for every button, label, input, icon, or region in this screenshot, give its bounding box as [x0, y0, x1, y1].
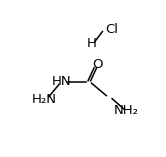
Text: H₂N: H₂N — [31, 93, 56, 106]
Text: Cl: Cl — [106, 23, 119, 36]
Text: H: H — [87, 37, 96, 49]
Text: O: O — [93, 58, 103, 71]
Text: NH₂: NH₂ — [114, 104, 139, 117]
Text: HN: HN — [52, 75, 72, 88]
